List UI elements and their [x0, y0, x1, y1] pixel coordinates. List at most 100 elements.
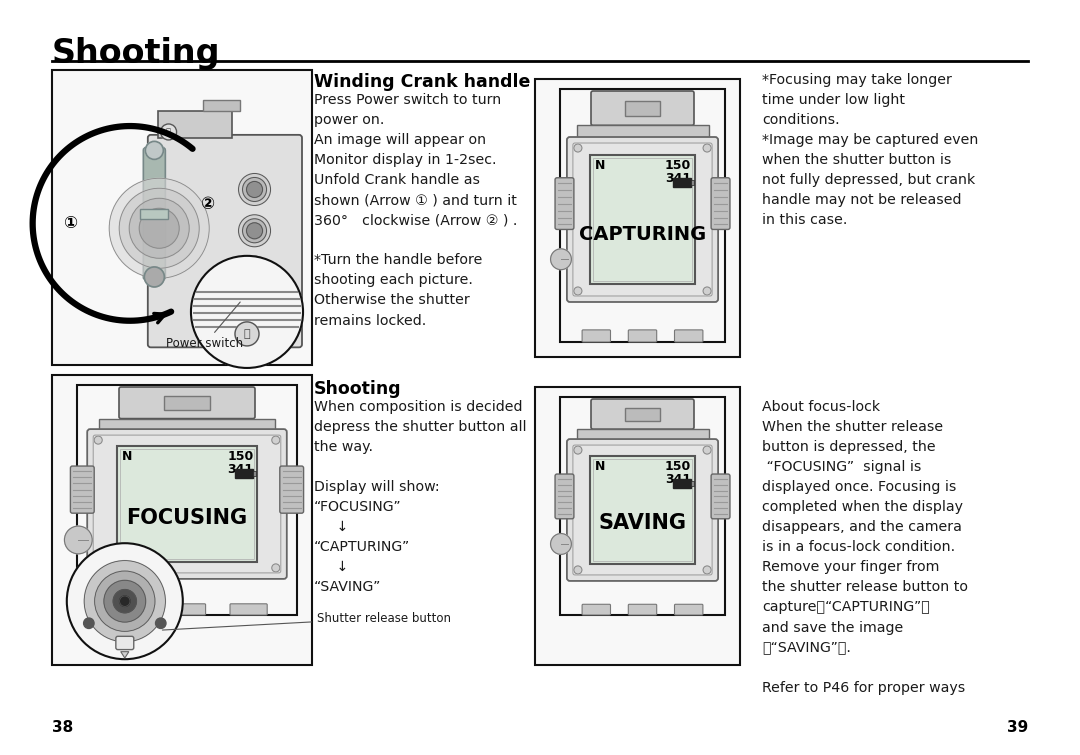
Circle shape	[130, 199, 189, 258]
Circle shape	[83, 618, 94, 628]
Text: When composition is decided
depress the shutter button all
the way.

Display wil: When composition is decided depress the …	[314, 400, 527, 594]
Text: N: N	[595, 460, 605, 473]
FancyBboxPatch shape	[555, 474, 573, 519]
Circle shape	[246, 181, 262, 198]
FancyBboxPatch shape	[591, 399, 694, 429]
Text: About focus-lock
When the shutter release
button is depressed, the
 “FOCUSING”  : About focus-lock When the shutter releas…	[762, 400, 968, 695]
Circle shape	[246, 223, 262, 239]
Text: Power switch: Power switch	[166, 302, 243, 350]
Circle shape	[703, 446, 711, 454]
Bar	[577, 429, 708, 440]
FancyBboxPatch shape	[572, 143, 712, 296]
Text: 341: 341	[665, 473, 691, 485]
Bar	[593, 459, 692, 561]
Text: 39: 39	[1007, 720, 1028, 735]
Bar	[140, 208, 168, 219]
Text: Shutter release button: Shutter release button	[162, 612, 451, 630]
Text: 150: 150	[665, 460, 691, 473]
Text: Shooting: Shooting	[314, 380, 402, 398]
Bar	[625, 100, 660, 116]
Text: N: N	[595, 159, 605, 172]
Bar	[691, 180, 694, 185]
Circle shape	[246, 264, 262, 280]
Circle shape	[272, 436, 280, 444]
FancyBboxPatch shape	[168, 604, 205, 615]
Bar	[52, 375, 312, 665]
Bar	[561, 89, 725, 342]
Circle shape	[94, 564, 103, 572]
Text: Shooting: Shooting	[52, 37, 220, 70]
FancyBboxPatch shape	[675, 330, 703, 342]
Circle shape	[551, 534, 571, 554]
Circle shape	[109, 178, 210, 279]
Circle shape	[573, 287, 582, 295]
FancyBboxPatch shape	[70, 466, 94, 513]
Text: 38: 38	[52, 720, 73, 735]
Bar	[561, 397, 725, 615]
Bar	[158, 111, 232, 138]
Circle shape	[113, 590, 136, 613]
Circle shape	[703, 287, 711, 295]
Circle shape	[551, 249, 571, 270]
Circle shape	[272, 564, 280, 572]
Text: Winding Crank handle: Winding Crank handle	[314, 73, 530, 91]
FancyBboxPatch shape	[107, 604, 144, 615]
Bar	[99, 418, 275, 430]
FancyBboxPatch shape	[582, 330, 610, 342]
Circle shape	[235, 322, 259, 346]
Circle shape	[161, 124, 177, 140]
FancyBboxPatch shape	[144, 147, 165, 280]
Text: 150: 150	[227, 450, 254, 464]
Bar	[164, 396, 211, 410]
FancyBboxPatch shape	[230, 604, 267, 615]
Circle shape	[703, 566, 711, 574]
Circle shape	[573, 566, 582, 574]
Text: 341: 341	[227, 464, 254, 476]
Circle shape	[243, 260, 267, 284]
Text: SAVING: SAVING	[598, 513, 687, 533]
Bar	[673, 479, 691, 488]
FancyBboxPatch shape	[675, 604, 703, 615]
FancyBboxPatch shape	[629, 330, 657, 342]
Text: Press Power switch to turn
power on.
An image will appear on
Monitor display in : Press Power switch to turn power on. An …	[314, 93, 517, 328]
Circle shape	[94, 436, 103, 444]
Bar	[590, 456, 696, 564]
Circle shape	[243, 219, 267, 243]
Circle shape	[573, 144, 582, 152]
Bar	[691, 481, 694, 485]
Circle shape	[239, 256, 270, 288]
FancyBboxPatch shape	[711, 474, 730, 519]
Circle shape	[239, 174, 270, 205]
Text: ⏻: ⏻	[244, 329, 251, 339]
Text: N: N	[122, 450, 132, 464]
Text: CAPTURING: CAPTURING	[579, 226, 706, 245]
Bar	[235, 470, 254, 479]
FancyBboxPatch shape	[119, 387, 255, 418]
Circle shape	[243, 177, 267, 202]
Text: 341: 341	[665, 172, 691, 185]
FancyBboxPatch shape	[572, 445, 712, 575]
Circle shape	[191, 256, 303, 368]
FancyBboxPatch shape	[555, 177, 573, 230]
Text: *Focusing may take longer
time under low light
conditions.
*Image may be capture: *Focusing may take longer time under low…	[762, 73, 978, 227]
Circle shape	[703, 144, 711, 152]
FancyBboxPatch shape	[87, 429, 287, 579]
FancyBboxPatch shape	[116, 636, 134, 649]
Circle shape	[95, 571, 154, 631]
Bar	[593, 158, 692, 281]
Text: 150: 150	[665, 159, 691, 172]
Text: ⏻: ⏻	[166, 128, 171, 137]
Bar	[77, 385, 297, 615]
Circle shape	[145, 267, 164, 287]
Circle shape	[139, 208, 179, 248]
FancyBboxPatch shape	[280, 466, 303, 513]
FancyBboxPatch shape	[582, 604, 610, 615]
FancyBboxPatch shape	[148, 135, 302, 347]
Circle shape	[119, 188, 199, 268]
FancyBboxPatch shape	[93, 435, 281, 573]
Bar	[625, 408, 660, 421]
Bar	[577, 125, 708, 138]
Bar	[203, 100, 240, 111]
Bar	[535, 79, 740, 357]
FancyBboxPatch shape	[591, 91, 694, 125]
